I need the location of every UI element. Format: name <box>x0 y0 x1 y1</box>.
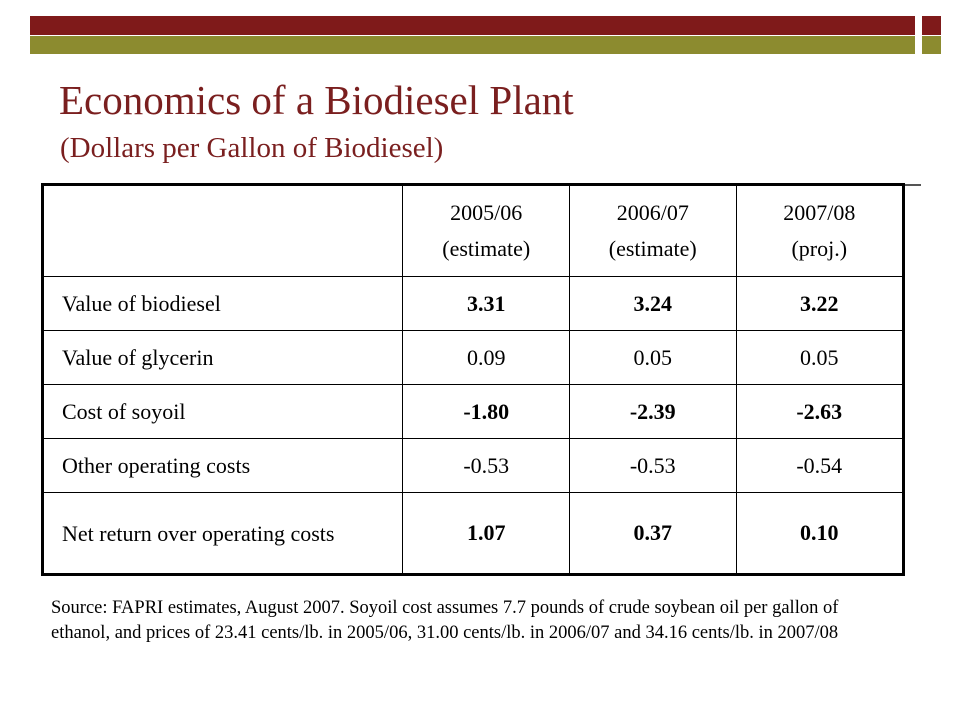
row-label: Value of glycerin <box>41 330 404 385</box>
table-row: Other operating costs -0.53 -0.53 -0.54 <box>41 438 905 493</box>
header-cell: 2005/06 (estimate) <box>402 184 570 277</box>
header-square-maroon <box>922 16 941 35</box>
slide-title: Economics of a Biodiesel Plant <box>59 77 574 123</box>
row-label: Cost of soyoil <box>41 384 404 439</box>
value-cell: 0.37 <box>569 492 737 575</box>
table-row: Net return over operating costs 1.07 0.3… <box>41 492 905 575</box>
economics-table: 2005/06 (estimate) 2006/07 (estimate) 20… <box>41 183 905 576</box>
table-row: Cost of soyoil -1.80 -2.39 -2.63 <box>41 384 905 439</box>
value-cell: 3.31 <box>402 276 570 331</box>
slide-subtitle: (Dollars per Gallon of Biodiesel) <box>60 132 444 164</box>
row-label: Net return over operating costs <box>41 492 404 575</box>
row-label: Other operating costs <box>41 438 404 493</box>
value-cell: 0.05 <box>735 330 905 385</box>
value-cell: 1.07 <box>402 492 570 575</box>
table-row: Value of glycerin 0.09 0.05 0.05 <box>41 330 905 385</box>
value-cell: -0.53 <box>569 438 737 493</box>
header-cell: 2007/08 (proj.) <box>735 184 905 277</box>
value-cell: 0.09 <box>402 330 570 385</box>
header-square-olive <box>922 36 941 54</box>
header-bar-olive <box>30 36 915 54</box>
value-cell: 3.22 <box>735 276 905 331</box>
value-cell: -2.39 <box>569 384 737 439</box>
row-label: Value of biodiesel <box>41 276 404 331</box>
header-empty-cell <box>41 184 404 277</box>
value-cell: -2.63 <box>735 384 905 439</box>
header-bar-maroon <box>30 16 915 35</box>
header-cell: 2006/07 (estimate) <box>569 184 737 277</box>
value-cell: 3.24 <box>569 276 737 331</box>
table-row: Value of biodiesel 3.31 3.24 3.22 <box>41 276 905 331</box>
value-cell: -1.80 <box>402 384 570 439</box>
value-cell: -0.53 <box>402 438 570 493</box>
source-note: Source: FAPRI estimates, August 2007. So… <box>51 598 839 643</box>
value-cell: 0.05 <box>569 330 737 385</box>
table-header-row: 2005/06 (estimate) 2006/07 (estimate) 20… <box>41 184 905 277</box>
value-cell: 0.10 <box>735 492 905 575</box>
value-cell: -0.54 <box>735 438 905 493</box>
